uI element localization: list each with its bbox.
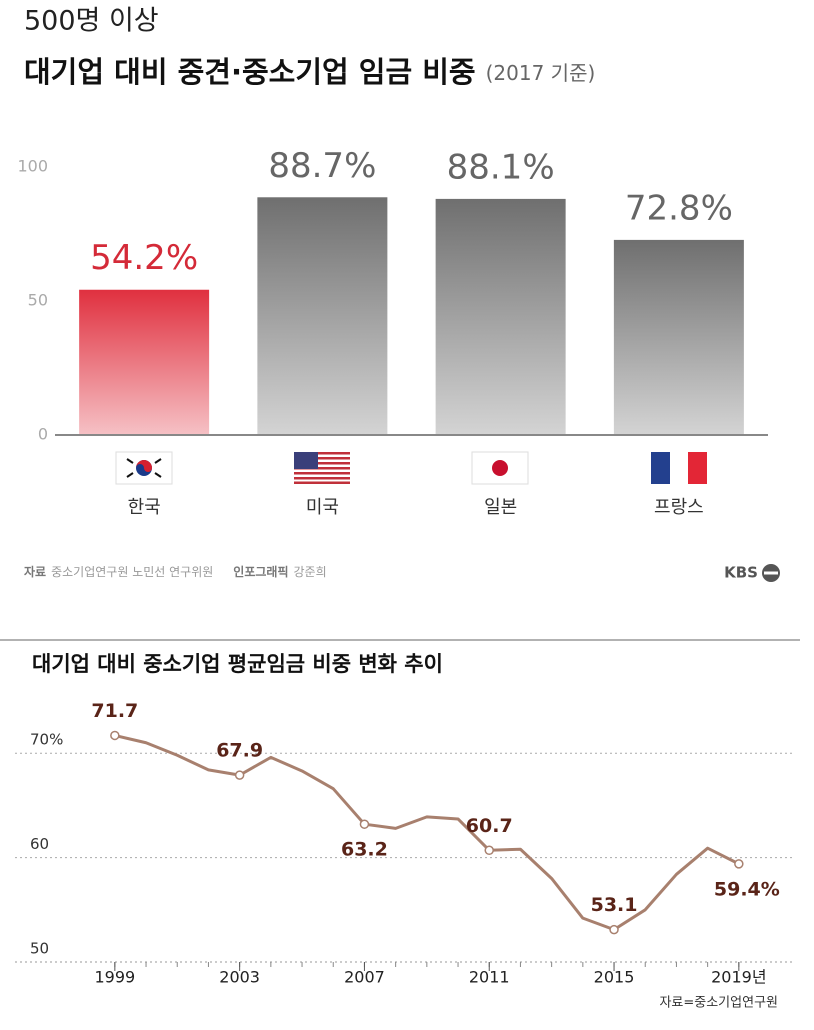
point [110, 730, 120, 741]
value-label: 71.7 [91, 700, 138, 722]
y-tick-label: 50 [30, 940, 49, 958]
source: 자료 중소기업연구원 노민선 연구위원 인포그래픽 강준희 [24, 564, 327, 579]
y-tick-label: 100 [17, 157, 48, 176]
logo: KBS [724, 564, 758, 582]
value-label: 59.4% [714, 878, 780, 900]
chart-title: 대기업 대비 중견·중소기업 임금 비중 [24, 55, 476, 89]
x-tick-label: 프랑스 [654, 497, 704, 518]
value-label: 72.8% [625, 188, 733, 228]
x-tick-label: 일본 [484, 497, 517, 518]
value-label: 88.7% [268, 146, 376, 186]
line [114, 733, 740, 932]
y-tick-label: 50 [28, 291, 48, 310]
point [484, 845, 494, 856]
point [734, 859, 744, 869]
x-tick-label: 한국 [128, 497, 161, 518]
supertitle: 500명 이상 [24, 6, 159, 37]
bar [435, 198, 566, 435]
source-label: 자료 [24, 564, 46, 579]
flag-france [651, 452, 707, 484]
value-label: 63.2 [341, 839, 388, 861]
title-line: 대기업 대비 중견·중소기업 임금 비중 (2017 기준) [24, 55, 595, 89]
flag-usa [294, 452, 350, 484]
y-tick-label: 60 [30, 835, 49, 853]
point [609, 924, 619, 935]
y-tick-label: 0 [38, 425, 48, 444]
point [234, 770, 245, 780]
y-tick-label: 70% [30, 731, 63, 749]
x-tick-label: 2007 [344, 968, 385, 987]
value-label: 60.7 [466, 815, 513, 837]
credit-label: 인포그래픽 [233, 564, 288, 579]
source: 자료=중소기업연구원 [659, 996, 778, 1011]
value-label: 54.2% [90, 238, 198, 278]
logo-icon [762, 564, 780, 582]
credit-text: 강준희 [294, 565, 327, 579]
source-text: 중소기업연구원 노민선 연구위원 [51, 565, 213, 579]
bar [79, 289, 210, 435]
x-tick-label: 미국 [306, 497, 339, 518]
x-tick-label: 2015 [594, 968, 635, 987]
subtitle: (2017 기준) [486, 61, 596, 85]
x-tick-label: 1999 [94, 968, 135, 987]
bar [613, 239, 744, 435]
flag-korea [115, 451, 173, 485]
x-tick-label: 2011 [469, 968, 510, 987]
value-label: 88.1% [447, 147, 555, 187]
bar [257, 197, 388, 435]
x-tick-label: 2003 [219, 968, 260, 987]
value-label: 53.1 [591, 894, 638, 916]
value-label: 67.9 [216, 740, 263, 762]
x-tick-label: 2019년 [711, 968, 766, 987]
chart-title: 대기업 대비 중소기업 평균임금 비중 변화 추이 [32, 652, 443, 676]
flag-japan [471, 451, 529, 485]
point [359, 819, 370, 829]
